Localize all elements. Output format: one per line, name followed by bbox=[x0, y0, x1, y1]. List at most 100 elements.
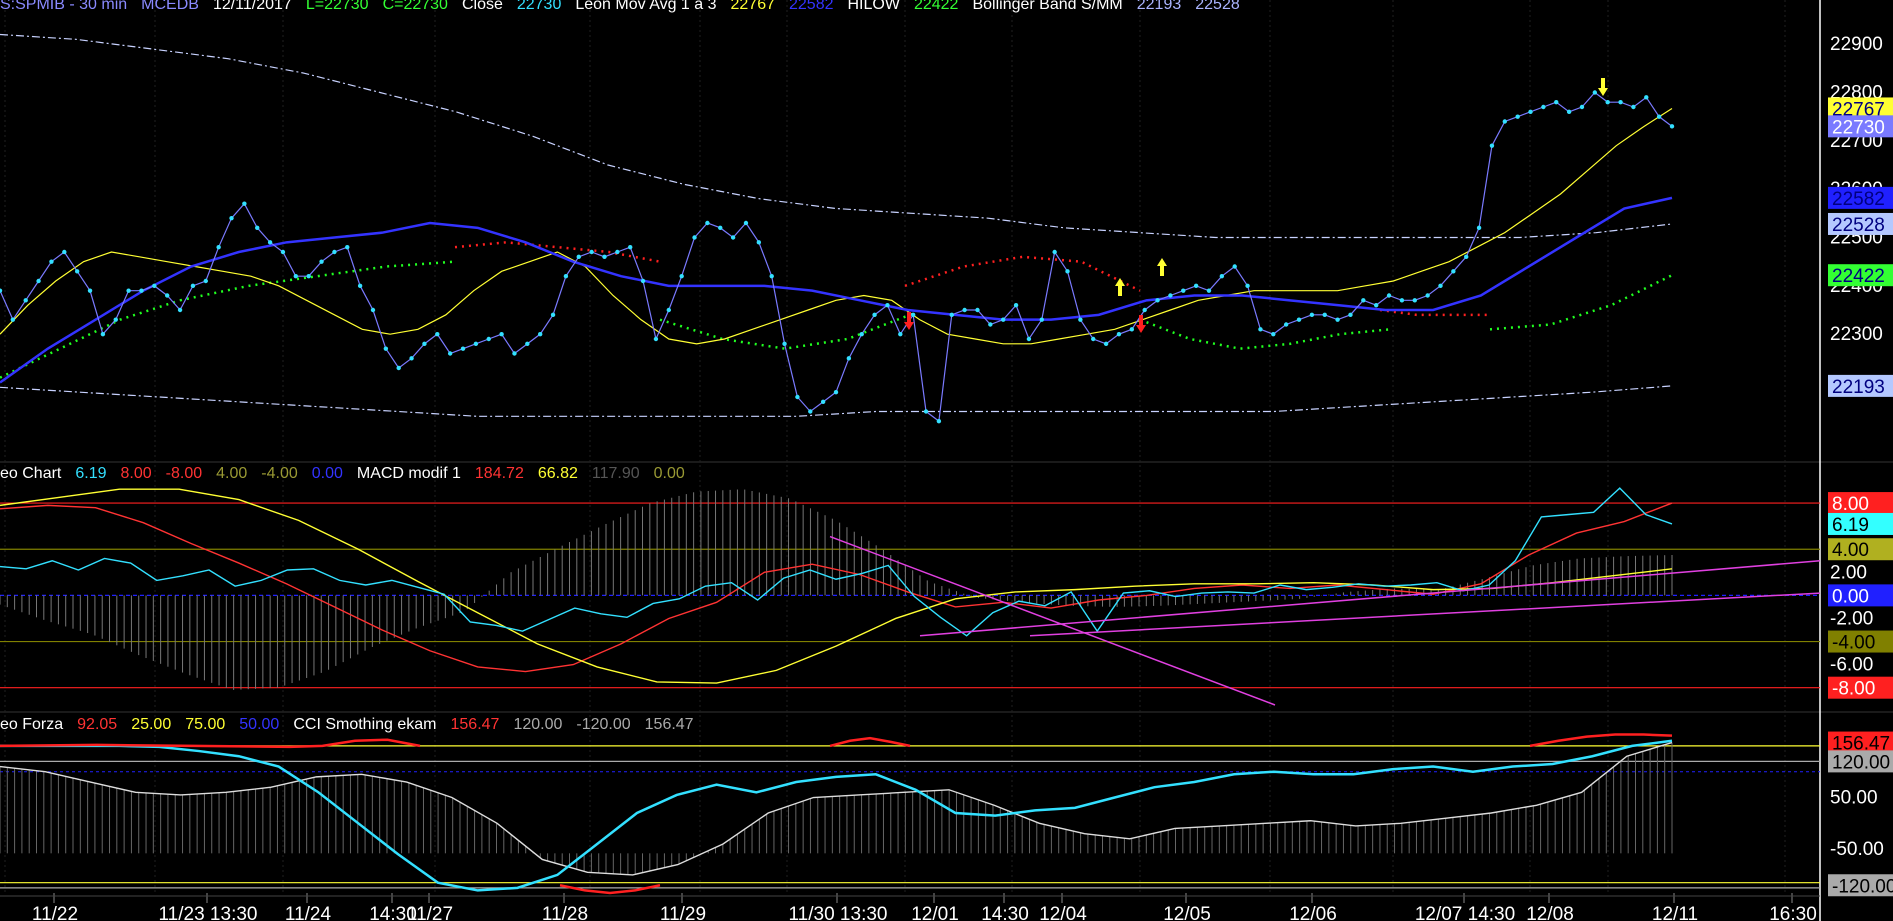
price-tag bbox=[1828, 186, 1893, 209]
close-point bbox=[1142, 307, 1147, 313]
close-point bbox=[203, 278, 208, 284]
main-header-item: 22730 bbox=[516, 0, 562, 13]
close-point bbox=[1271, 331, 1276, 337]
main-header-item: 22422 bbox=[913, 0, 959, 13]
cci-tag-label: 120.00 bbox=[1832, 752, 1890, 773]
main-header-item: Close bbox=[461, 0, 503, 13]
cci-header: eo Forza 92.05 25.00 75.00 50.00 CCI Smothing… bbox=[0, 716, 708, 734]
series-hilow bbox=[904, 255, 1141, 292]
price-axis-label: 22300 bbox=[1830, 324, 1883, 345]
series-macd bbox=[0, 502, 1673, 673]
close-point bbox=[409, 356, 414, 361]
close-point bbox=[859, 331, 864, 337]
close-point bbox=[1554, 99, 1559, 105]
cci-header-item: 156.47 bbox=[644, 716, 694, 733]
price-tag-label: 22193 bbox=[1832, 377, 1885, 398]
close-point bbox=[962, 307, 967, 313]
close-point bbox=[49, 259, 54, 264]
close-point bbox=[1348, 312, 1353, 318]
close-point bbox=[820, 399, 826, 405]
x-axis-label: 12/11 bbox=[1652, 904, 1698, 921]
x-axis-label: 12/04 bbox=[1039, 904, 1087, 921]
close-point bbox=[1219, 273, 1225, 279]
main-header-item: C=22730 bbox=[382, 0, 448, 13]
cci-axis-label: -50.00 bbox=[1830, 839, 1884, 860]
close-point bbox=[1656, 114, 1662, 119]
close-point bbox=[1026, 336, 1032, 342]
price-tag bbox=[1828, 115, 1893, 138]
close-point bbox=[756, 240, 762, 245]
close-point bbox=[1103, 341, 1109, 347]
close-point bbox=[460, 346, 466, 351]
close-point bbox=[190, 283, 196, 289]
close-point bbox=[473, 341, 479, 347]
close-point bbox=[10, 317, 16, 322]
cci-header-item: -120.00 bbox=[576, 716, 631, 733]
cci-header-item: 25.00 bbox=[131, 716, 172, 733]
series-cci bbox=[0, 739, 1673, 892]
close-point bbox=[1502, 119, 1508, 124]
series-bollinger-lower bbox=[0, 385, 1673, 417]
series-hilow bbox=[659, 313, 911, 350]
cci-tag bbox=[1828, 750, 1893, 773]
close-point bbox=[370, 307, 376, 313]
x-axis-label: 14:30 bbox=[369, 904, 417, 921]
close-point bbox=[267, 240, 273, 245]
close-point bbox=[1309, 312, 1315, 318]
close-point bbox=[1631, 104, 1636, 110]
close-point bbox=[949, 312, 954, 318]
main-header: S:SPMIB - 30 min MCEDB 12/11/2017 L=22730 C=… bbox=[0, 0, 1254, 14]
series-hilow bbox=[0, 299, 181, 379]
price-tag-label: 22422 bbox=[1832, 266, 1885, 287]
close-point bbox=[152, 283, 157, 289]
close-point bbox=[1296, 317, 1302, 322]
cci-tag bbox=[1828, 874, 1893, 897]
close-point bbox=[126, 288, 131, 293]
main-header-item: MCEDB bbox=[141, 0, 199, 13]
macd-header-item: -4.00 bbox=[261, 465, 298, 482]
close-point bbox=[1425, 293, 1430, 298]
x-axis-label: 11/23 13:30 bbox=[159, 904, 258, 921]
trendline bbox=[919, 560, 1821, 637]
series-hilow bbox=[1139, 318, 1391, 350]
close-point bbox=[782, 341, 787, 347]
main-header-item: 22528 bbox=[1195, 0, 1240, 13]
close-point bbox=[1489, 143, 1495, 148]
x-axis-label: 12/01 bbox=[911, 904, 959, 921]
main-header-item: 22582 bbox=[789, 0, 834, 13]
close-point bbox=[808, 409, 813, 414]
macd-tag-label: 0.00 bbox=[1832, 586, 1869, 607]
close-point bbox=[345, 244, 350, 250]
close-point bbox=[1039, 317, 1044, 322]
close-point bbox=[666, 307, 671, 313]
main-header-item: HILOW bbox=[847, 0, 900, 13]
macd-tag-label: 6.19 bbox=[1832, 515, 1869, 536]
close-point bbox=[833, 389, 839, 395]
main-header-item: L=22730 bbox=[305, 0, 369, 13]
x-axis-label: 12/06 bbox=[1289, 904, 1337, 921]
close-point bbox=[74, 269, 80, 274]
macd-tag-label: 4.00 bbox=[1832, 540, 1869, 561]
price-tag bbox=[1828, 264, 1893, 287]
close-point bbox=[1116, 331, 1122, 337]
cci-header-item: CCI Smothing ekam bbox=[293, 716, 437, 733]
close-point bbox=[512, 351, 517, 356]
price-tag bbox=[1828, 97, 1893, 120]
series-red bbox=[559, 884, 661, 895]
close-point bbox=[1155, 298, 1160, 303]
close-point bbox=[177, 307, 183, 313]
macd-tag bbox=[1828, 492, 1893, 515]
close-point bbox=[1451, 269, 1456, 274]
x-axis-label: 11/27 bbox=[407, 904, 453, 921]
close-point bbox=[1052, 249, 1057, 255]
close-point bbox=[705, 220, 710, 226]
close-point bbox=[898, 331, 903, 337]
trendline bbox=[1029, 592, 1821, 637]
main-header-item: Bollinger Band S/MM bbox=[972, 0, 1123, 13]
close-point bbox=[1605, 99, 1610, 105]
close-point bbox=[332, 249, 337, 255]
cci-header-item: 120.00 bbox=[513, 716, 563, 733]
close-point bbox=[1193, 283, 1199, 289]
close-point bbox=[293, 273, 299, 279]
close-point bbox=[640, 278, 646, 284]
